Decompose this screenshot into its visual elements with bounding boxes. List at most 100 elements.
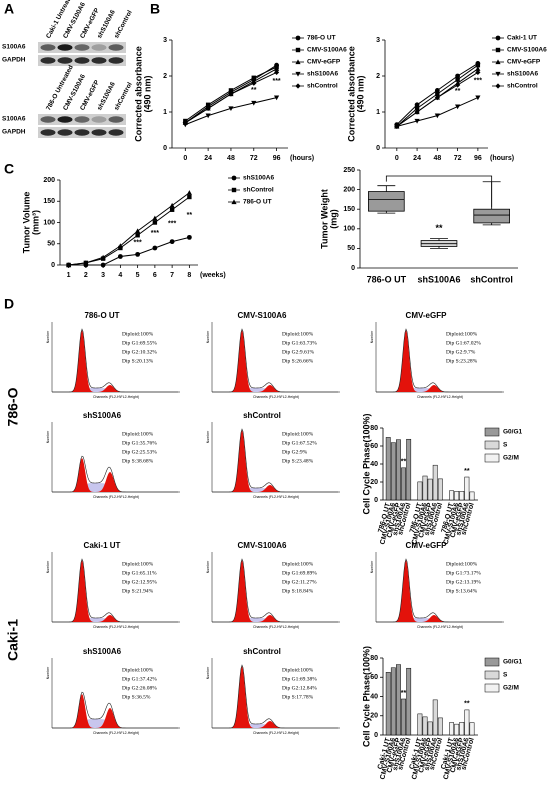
legend-label: S [503,442,508,449]
annotation: *** [151,230,159,237]
flow-stat: Dip S:20.13% [122,358,154,364]
marker [83,260,89,265]
y-tick-label: 3 [376,37,380,44]
marker [475,66,481,71]
legend-swatch [484,440,500,450]
flow-y-label: Number [206,430,210,443]
flow-stat: Dip G2:9.7% [446,349,476,355]
x-tick-label: 0 [395,155,399,162]
marker [100,254,106,260]
legend-swatch [484,453,500,463]
flow-stat: Dip G2:25.53% [122,449,157,455]
legend-label: G2/M [503,455,519,462]
flow-stat: Dip G1:63.73% [282,340,317,346]
flow-stat: Dip G2:9.61% [282,349,315,355]
blot-band [91,44,107,51]
flow-g2-peak [376,615,504,622]
flow-title: shS100A6 [83,647,122,656]
blot-band [91,116,107,123]
annotation: *** [272,78,280,85]
flow-g2-peak [212,385,340,392]
flow-outline [212,328,338,393]
x-tick-label: 0 [183,155,187,162]
flow-stat: Diploid:100% [122,667,154,673]
marker [205,102,211,107]
bar [422,716,428,736]
y-axis-label: Cell Cycle Phase(100%) [361,413,371,514]
bar [422,475,428,501]
box [368,191,405,212]
y-tick-label: 20 [370,713,378,720]
blot-band [108,44,124,51]
bar [437,717,443,736]
flow-x-label: Channels (FL2-H\FL2-Height) [417,395,463,399]
legend-marker [495,59,501,65]
legend-label: shControl [507,83,538,90]
bar [469,722,475,736]
x-tick-label: 3 [101,272,105,279]
flow-stat: Diploid:100% [122,431,154,437]
flow-g1-peak [376,330,504,392]
legend-label: 786-O UT [307,35,336,42]
flow-y-label: Number [46,330,50,343]
flow-stat: Dip G1:65.11% [122,570,157,576]
legend-label: CMV-S100A6 [507,47,547,54]
marker [455,73,461,79]
blot-row-label: S100A6 [2,44,26,51]
legend-label: CMV-eGFP [507,59,541,66]
marker [169,202,175,208]
marker [435,91,440,97]
flow-x-label: Channels (FL2-H\FL2-Height) [253,625,299,629]
x-tick-label: 7 [170,272,174,279]
blot-band [57,57,73,64]
x-tick-label: shControl [470,274,513,284]
legend-label: G2/M [503,685,519,692]
y-axis-label: Cell Cycle Phase(100%) [361,646,371,747]
x-tick-label: 72 [454,155,462,162]
marker [475,63,481,68]
x-tick-label: 96 [273,155,281,162]
flow-x-label: Channels (FL2-H\FL2-Height) [93,625,139,629]
marker [169,239,175,245]
series-line [396,97,479,127]
annotation: ** [401,690,407,697]
legend-label: CMV-eGFP [307,59,341,66]
y-tick-label: 0 [51,262,55,269]
x-tick-label: 2 [84,272,88,279]
legend-swatch [484,657,500,667]
y-tick-label: 1 [163,109,167,116]
flow-title: shControl [243,647,281,656]
marker [135,233,140,238]
bar [417,481,423,501]
flow-stat: Dip G1:69.89% [282,570,317,576]
y-axis-label: (mm³) [30,210,40,235]
marker [152,215,158,221]
flow-stat: Diploid:100% [446,561,478,567]
y-tick-label: 2 [376,73,380,80]
x-tick-label: 1 [67,272,71,279]
flow-stat: Dip S:26.66% [282,358,314,364]
blot-band [74,116,90,123]
bar [464,476,470,501]
flow-outline [376,328,502,393]
legend-marker [295,35,301,41]
marker [434,88,440,93]
x-axis-label: (hours) [490,155,514,162]
legend-label: shS100A6 [507,71,538,78]
flow-stat: Dip G2:13.19% [446,579,481,585]
legend-swatch [484,670,500,680]
legend-marker [231,199,237,205]
flow-title: shS100A6 [83,411,122,420]
y-tick-label: 150 [43,198,55,205]
marker [152,245,158,251]
flow-g2-peak [52,472,180,492]
y-tick-label: 3 [163,37,167,44]
legend-marker [495,35,501,41]
flow-stat: Diploid:100% [282,561,314,567]
y-tick-label: 40 [370,461,378,468]
flow-y-label: Number [46,666,50,679]
flow-y-label: Number [46,430,50,443]
x-tick-label: 24 [204,155,212,162]
y-tick-label: 50 [47,241,55,248]
